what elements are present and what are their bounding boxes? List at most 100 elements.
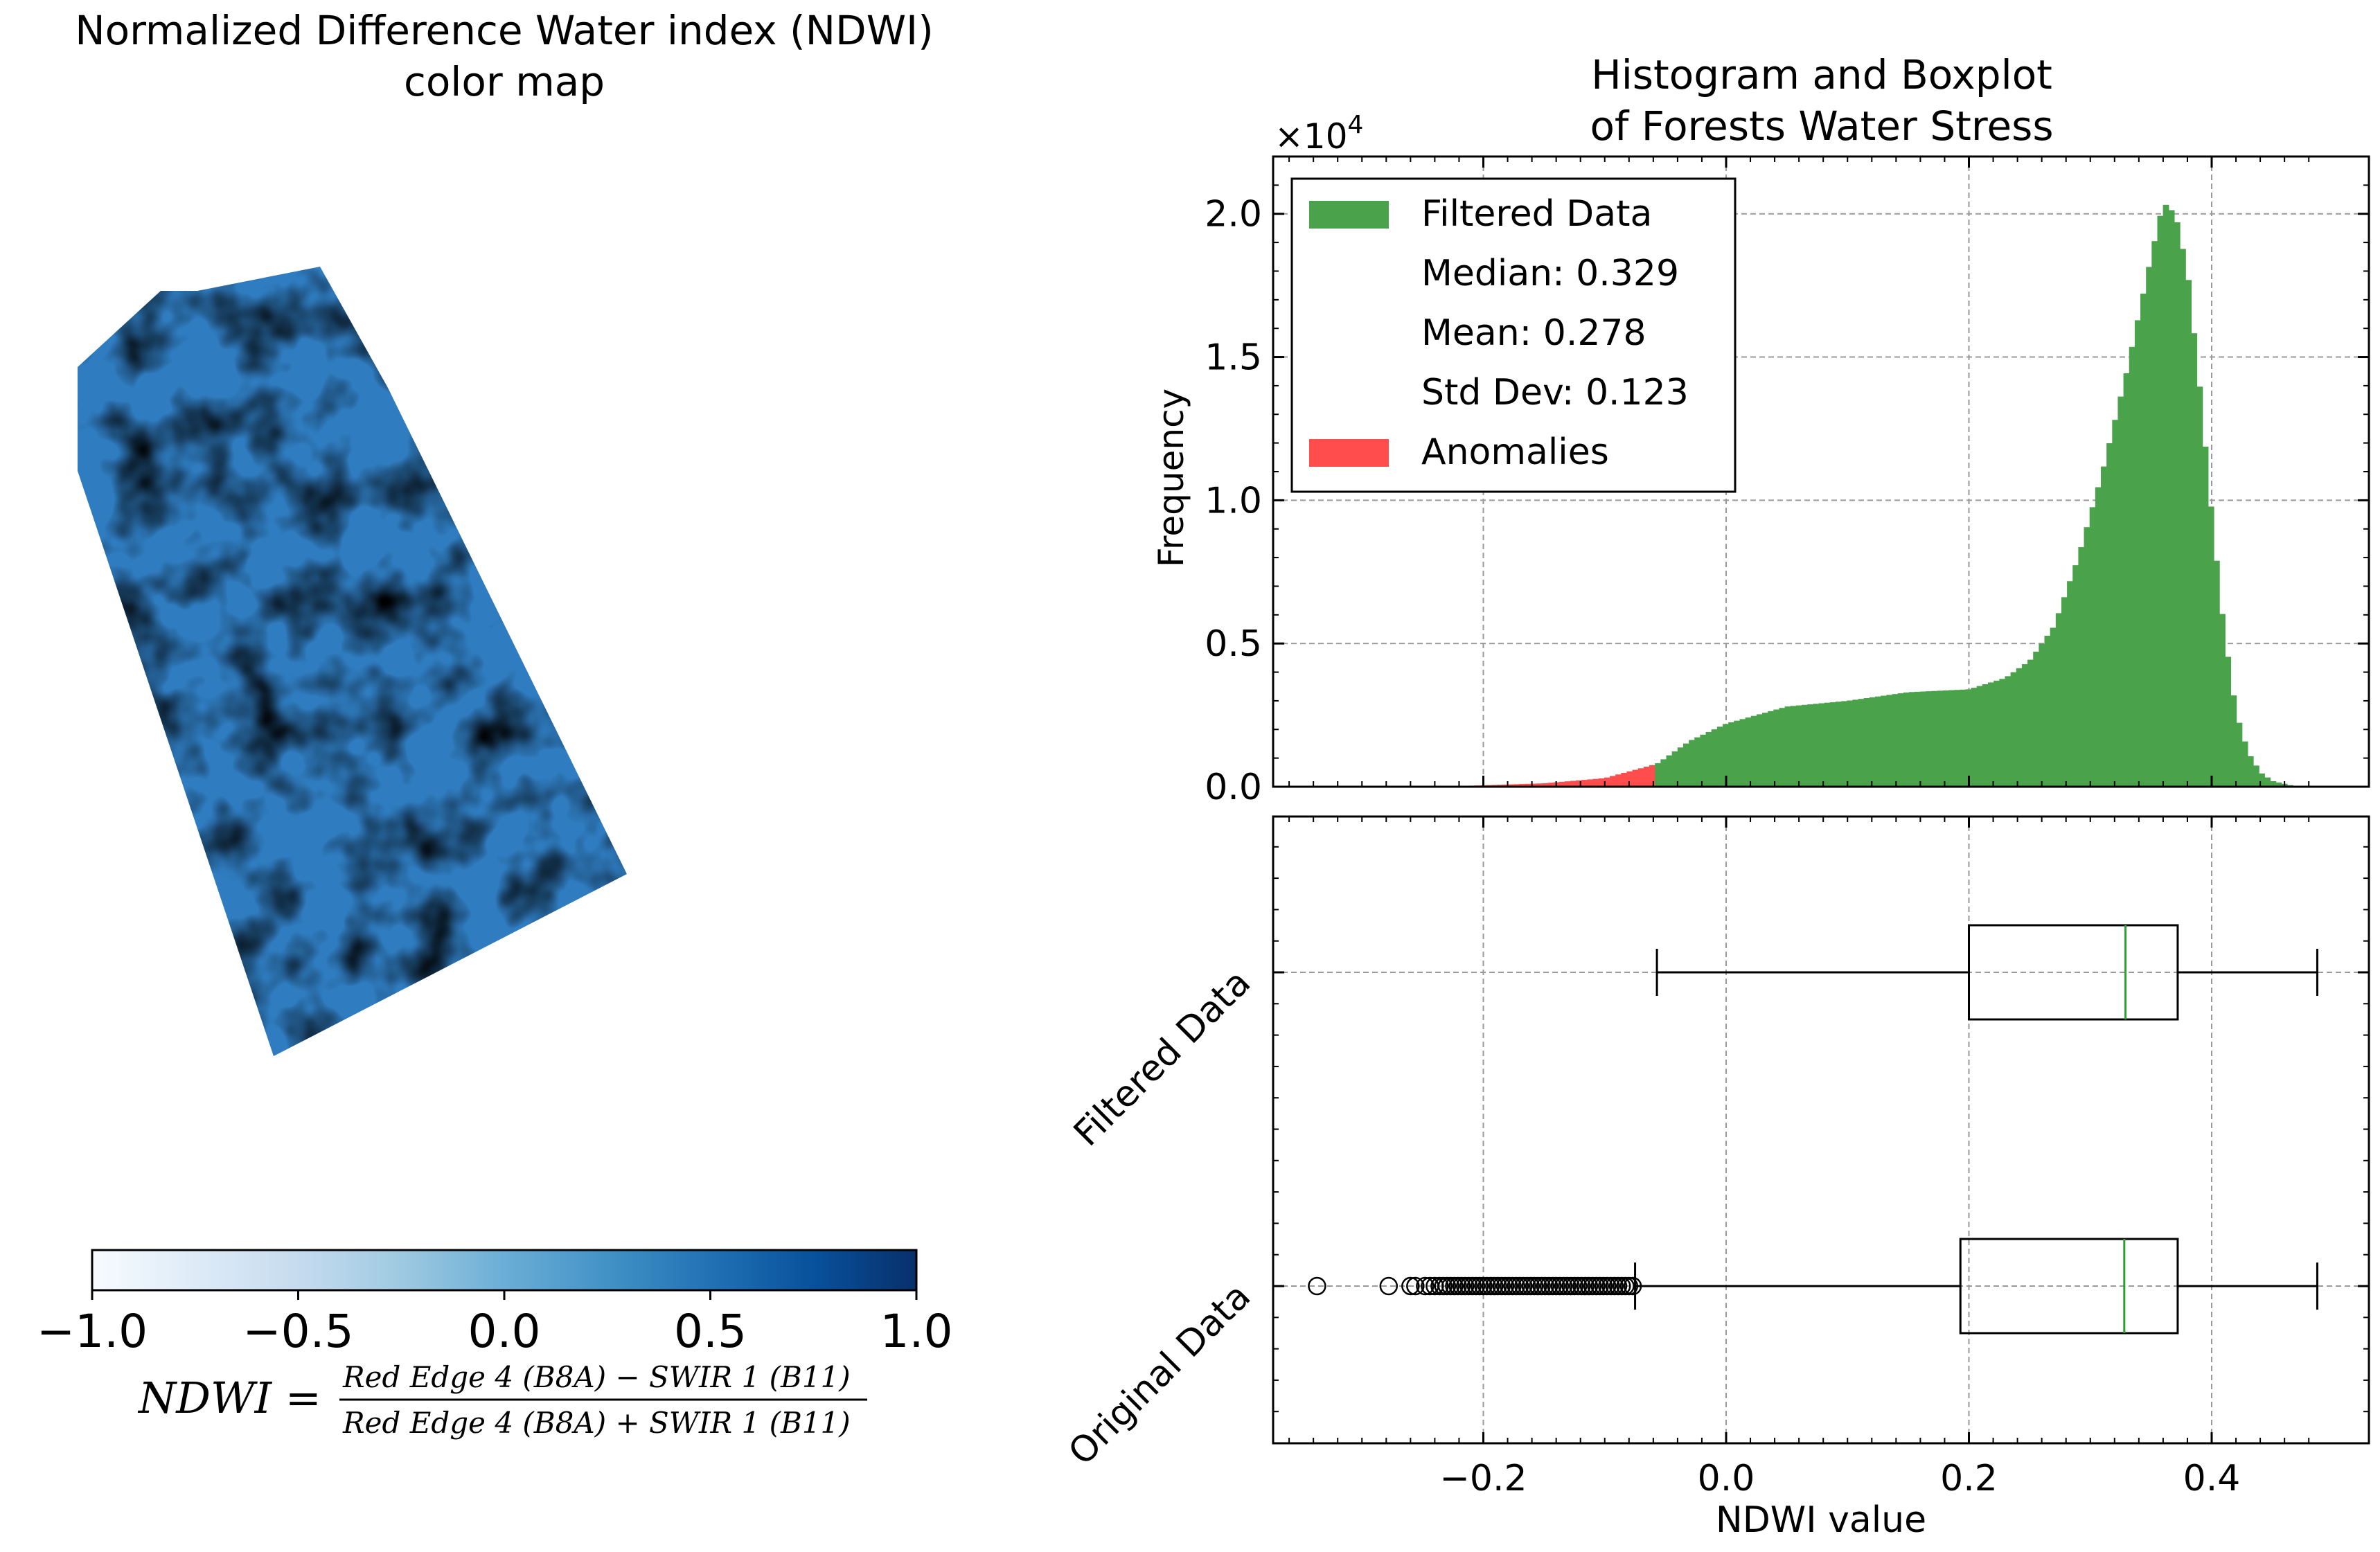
histogram-bar <box>1908 692 1915 787</box>
histogram-bar <box>1689 740 1695 787</box>
histogram-bar <box>1666 755 1673 787</box>
histogram-bar <box>2021 664 2028 787</box>
histogram-bar <box>1852 699 1859 787</box>
histogram-bar <box>1660 759 1667 787</box>
histogram-bar <box>2050 627 2057 787</box>
legend-swatch-anomalies <box>1309 439 1389 467</box>
histogram-bar <box>1536 783 1543 787</box>
ndwi-formula: NDWI = Red Edge 4 (B8A) − SWIR 1 (B11) R… <box>137 1360 867 1440</box>
histogram-bar <box>2078 547 2085 787</box>
histogram-bar <box>1954 690 1960 787</box>
histogram-bar <box>1858 699 1865 787</box>
histogram-bar <box>1734 720 1741 787</box>
histogram-bar <box>1700 734 1707 787</box>
histogram-bar <box>1937 690 1944 787</box>
histogram-bar <box>1807 704 1813 787</box>
boxplot-y-tick-label: Filtered Data <box>1066 962 1259 1154</box>
histogram-bar <box>1965 689 1972 787</box>
histogram-bar <box>1784 706 1791 787</box>
histogram-frame <box>1272 155 2370 788</box>
boxplot-flier <box>1401 1276 1420 1296</box>
histogram-bar <box>2264 777 2271 787</box>
histogram-bar <box>1592 778 1599 787</box>
colorbar-tick-label: 0.0 <box>468 1305 541 1358</box>
histogram-y-tick-label: 1.5 <box>1205 337 1262 379</box>
colorbar-tick-label: −1.0 <box>37 1305 148 1358</box>
histogram-boxplot-panel: Histogram and Boxplot of Forests Water S… <box>1060 51 2370 1541</box>
histogram-bar <box>2225 657 2232 787</box>
formula-lhs: NDWI = <box>137 1373 321 1423</box>
histogram-legend: Filtered Data Median: 0.329 Mean: 0.278 … <box>1290 177 1737 493</box>
histogram-bar <box>1711 729 1718 787</box>
histogram-bar <box>1931 690 1938 787</box>
histogram-bar <box>1626 771 1633 787</box>
histogram-bar <box>2112 420 2119 787</box>
histogram-bar <box>2247 756 2254 787</box>
boxplot-x-tick-label: −0.2 <box>1439 1458 1527 1499</box>
histogram-title-line1: Histogram and Boxplot <box>1591 51 2052 98</box>
histogram-bar <box>2123 373 2130 787</box>
histogram-bar <box>1508 784 1515 787</box>
histogram-bar <box>1999 679 2006 787</box>
boxplot-y-tick-label: Original Data <box>1060 1276 1259 1474</box>
histogram-bar <box>1621 773 1628 787</box>
histogram-bar <box>2275 782 2282 787</box>
histogram-bar <box>1881 695 1887 787</box>
histogram-bar <box>1841 701 1847 787</box>
boxplot-boxes <box>1308 924 2318 1335</box>
histogram-axes: 0.0 0.5 1.0 1.5 2.0 Frequency Filtered Data … <box>1151 155 2370 808</box>
histogram-bar <box>2005 676 2012 787</box>
histogram-bar <box>2163 204 2169 787</box>
histogram-bar <box>1547 783 1554 787</box>
map-low-value-patches <box>78 267 627 1056</box>
histogram-bar <box>1915 691 1921 787</box>
histogram-bar <box>2230 695 2237 787</box>
histogram-bar <box>1643 767 1650 787</box>
histogram-bar <box>1768 711 1774 787</box>
histogram-bar <box>2236 722 2243 787</box>
histogram-bar <box>2270 781 2277 787</box>
histogram-bar <box>1745 717 1752 787</box>
histogram-bar <box>1756 714 1763 787</box>
histogram-bar <box>1982 684 1989 787</box>
histogram-bar <box>1818 703 1825 787</box>
histogram-bar <box>2168 210 2175 787</box>
histogram-bar <box>2095 487 2102 787</box>
legend-swatch-filtered <box>1309 201 1389 229</box>
boxplot-flier <box>1623 1276 1642 1296</box>
colorbar-tick-label: −0.5 <box>242 1305 353 1358</box>
histogram-bars <box>1435 204 2299 787</box>
histogram-bar <box>1564 781 1571 787</box>
histogram-bar <box>1598 778 1605 787</box>
histogram-title-line2: of Forests Water Stress <box>1590 102 2053 150</box>
histogram-bar <box>1525 783 1531 787</box>
histogram-bar <box>1728 722 1734 787</box>
histogram-bar <box>2202 446 2209 787</box>
histogram-bar <box>2219 614 2226 787</box>
histogram-bar <box>1971 688 1978 787</box>
histogram-bar <box>2033 652 2039 787</box>
histogram-bar <box>2117 396 2124 787</box>
histogram-bar <box>1576 780 1582 787</box>
histogram-bar <box>2084 527 2090 787</box>
legend-entry-stddev: Std Dev: 0.123 <box>1421 372 1689 413</box>
histogram-bar <box>2157 215 2164 787</box>
histogram-bar <box>2185 280 2192 787</box>
legend-entry-anomalies: Anomalies <box>1421 431 1609 473</box>
histogram-bar <box>1671 751 1678 787</box>
histogram-bar <box>2039 643 2045 787</box>
histogram-bar <box>1677 747 1684 787</box>
histogram-y-tick-label: 0.5 <box>1205 623 1262 665</box>
histogram-bar <box>2213 560 2220 787</box>
histogram-y-axis-label: Frequency <box>1151 389 1191 567</box>
boxplot-ticks: −0.2 0.0 0.2 0.4 Filtered Data Original Data <box>1060 817 2369 1499</box>
boxplot-x-axis-label: NDWI value <box>1716 1499 1926 1541</box>
formula-numerator: Red Edge 4 (B8A) − SWIR 1 (B11) <box>342 1360 851 1394</box>
boxplot-flier <box>1308 1276 1326 1296</box>
histogram-bar <box>1723 724 1729 787</box>
histogram-bar <box>2196 386 2203 787</box>
histogram-bar <box>1942 690 1949 787</box>
histogram-bar <box>2010 672 2017 787</box>
histogram-bar <box>2134 320 2141 787</box>
histogram-bar <box>1513 784 1520 787</box>
